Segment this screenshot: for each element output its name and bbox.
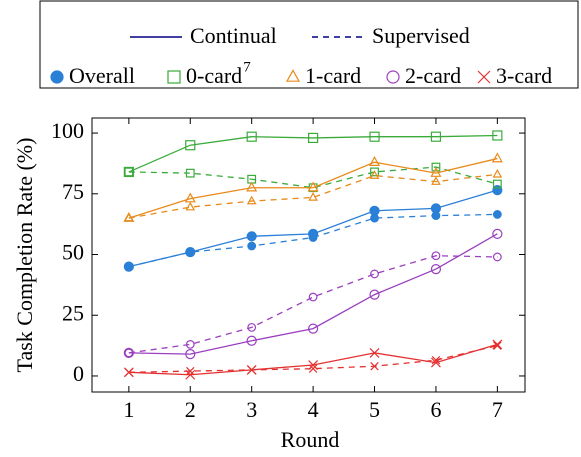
x-tick-label: 1 [123,397,134,422]
marker [493,341,502,350]
legend-label: Overall [69,63,135,88]
marker [369,347,380,358]
marker [492,168,503,178]
marker [123,261,134,272]
y-tick-label: 75 [62,179,84,204]
legend-label: 2-card [405,63,461,88]
series-line [128,157,498,219]
marker [246,231,257,242]
marker [308,192,318,201]
marker [185,168,195,178]
marker [491,152,503,163]
series-line [128,173,498,219]
legend-label: Continual [190,23,277,48]
marker [431,251,441,261]
marker [370,362,379,371]
marker [247,241,257,251]
marker [308,360,319,370]
marker [246,335,257,346]
legend-label: 1-card [305,63,361,88]
marker [247,322,257,332]
marker [246,131,257,142]
x-tick-label: 4 [308,397,319,422]
series-line [128,166,498,189]
x-axis-label: Round [281,427,340,452]
marker [308,132,319,144]
marker [124,167,134,177]
y-tick-label: 0 [73,361,84,386]
marker [307,181,319,192]
marker [246,181,258,192]
marker [185,369,196,380]
marker [431,176,441,185]
marker [431,357,441,368]
legend-footnote: 7 [243,59,251,75]
marker [50,70,64,84]
marker [123,211,135,222]
marker [492,210,502,219]
marker [431,162,441,172]
y-tick-label: 50 [62,240,84,265]
marker [246,364,257,375]
series-line [128,134,498,173]
marker [285,69,301,82]
marker [184,192,196,203]
x-tick-label: 2 [185,397,196,422]
marker [477,70,491,84]
marker [386,70,400,84]
marker [123,347,134,358]
series-line [128,255,498,354]
y-axis-label: Task Completion Rate (%) [12,138,37,373]
marker [369,131,380,142]
marker [185,201,196,211]
series-line [128,343,498,376]
marker [123,166,134,178]
marker [185,140,196,151]
marker [370,167,379,177]
marker [430,263,442,275]
marker [492,252,502,262]
marker [308,292,318,302]
y-tick-label: 25 [62,300,84,325]
marker [370,269,379,279]
marker [123,367,134,378]
marker [492,228,503,239]
x-tick-label: 3 [246,397,257,422]
marker [430,203,442,214]
marker [185,339,195,349]
x-tick-label: 6 [430,397,441,422]
marker [308,364,318,373]
marker [430,166,442,177]
marker [430,131,442,142]
marker [492,179,502,189]
marker [492,185,503,196]
x-tick-label: 7 [492,397,503,422]
marker [492,339,503,350]
series-line [128,233,498,355]
y-tick-label: 100 [51,118,84,143]
marker [492,130,503,141]
marker [369,156,381,166]
legend-label: 3-card [496,63,552,88]
marker [308,323,319,334]
legend-label: Supervised [372,23,470,48]
marker [308,228,319,239]
marker [369,170,380,179]
marker [369,289,380,300]
marker [167,70,181,84]
marker [186,366,195,376]
legend-label: 0-card [186,63,242,88]
x-tick-label: 5 [369,397,380,422]
marker [185,349,196,360]
legend-box [39,0,579,89]
marker [369,205,380,216]
marker [246,195,257,205]
series-line [128,189,498,268]
marker [185,246,196,258]
